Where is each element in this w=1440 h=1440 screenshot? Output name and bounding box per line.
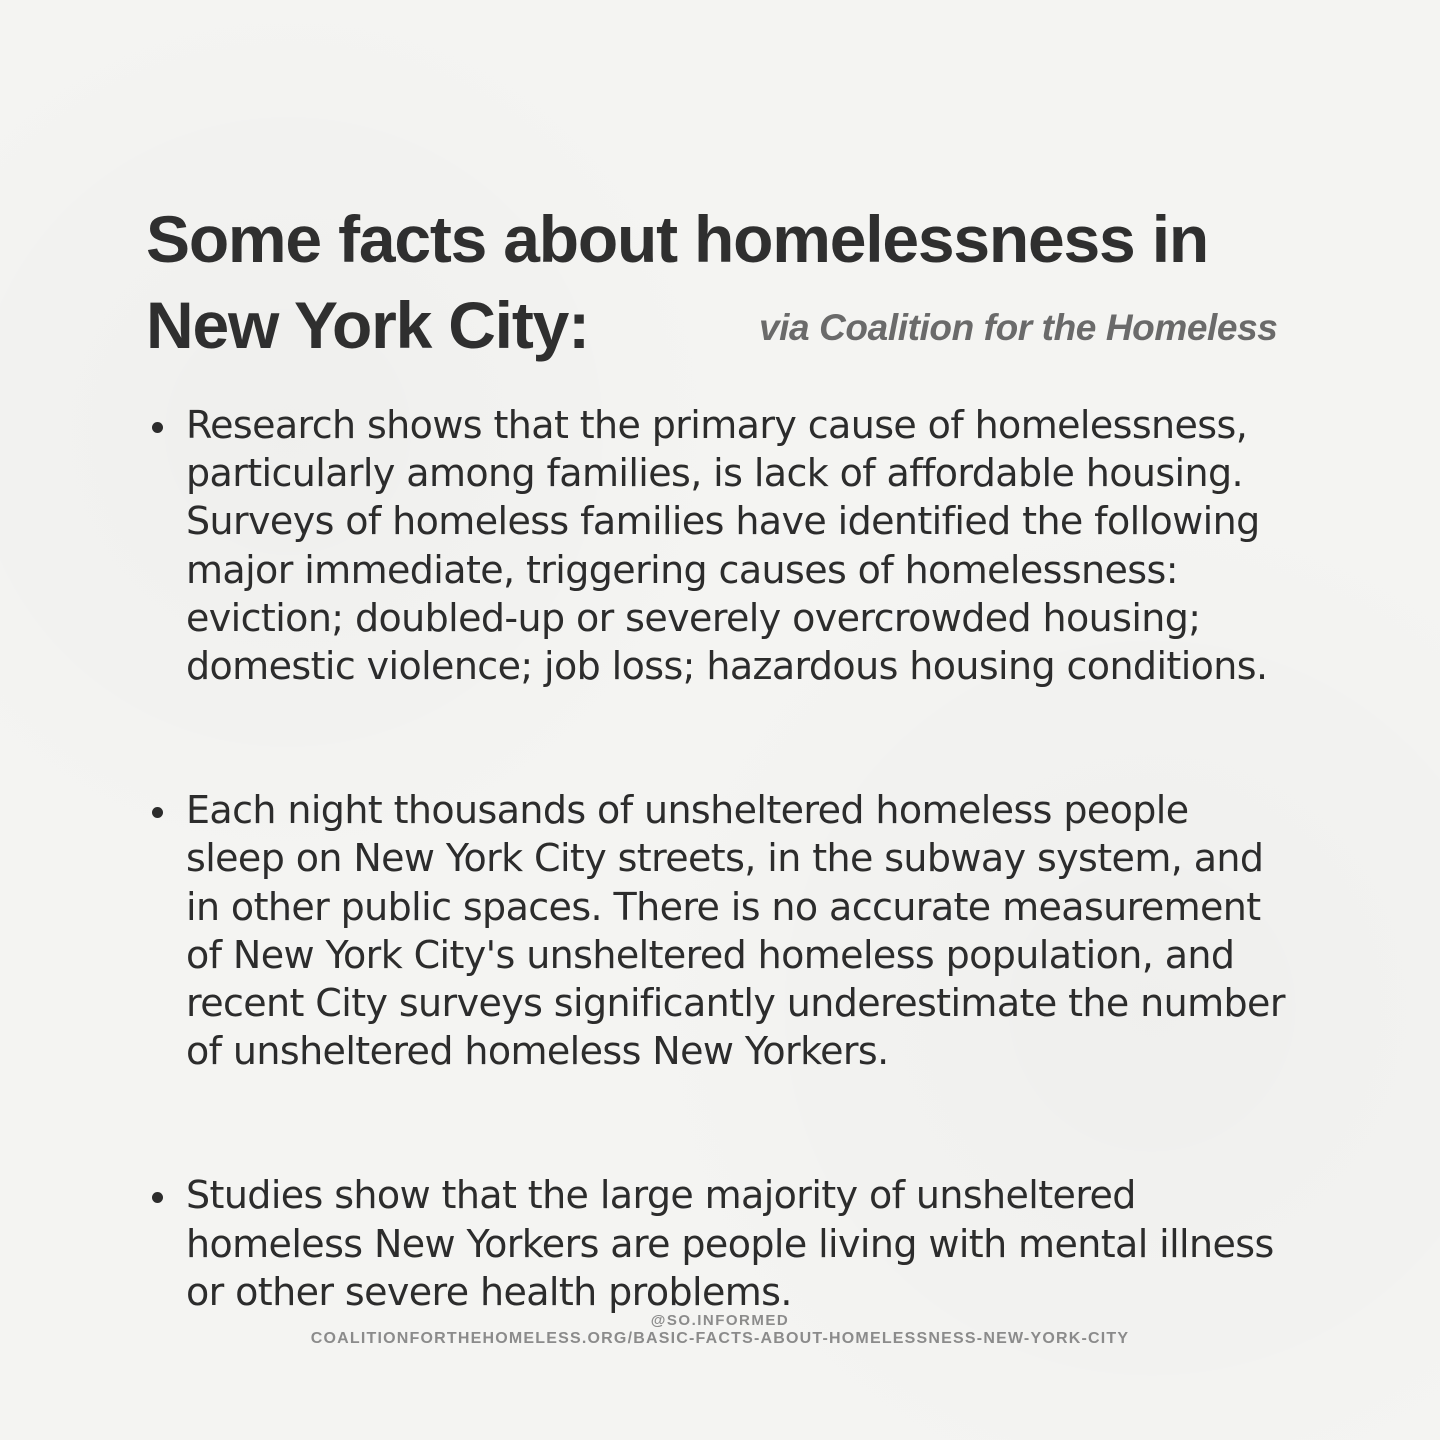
fact-item-1: Research shows that the primary cause of… (152, 401, 1346, 690)
source-url: COALITIONFORTHEHOMELESS.ORG/BASIC-FACTS-… (310, 1330, 1130, 1347)
source-credit: via Coalition for the Homeless (759, 307, 1278, 348)
page-title: Some facts about homelessness in New Yor… (146, 196, 1296, 368)
facts-list: Research shows that the primary cause of… (152, 401, 1346, 1412)
fact-1-line-1: Research shows that the primary cause of… (186, 403, 1248, 447)
fact-3-line-1: Studies show that the large majority of … (186, 1173, 1136, 1218)
title-line-1: Some facts about homelessness in (146, 202, 1209, 276)
fact-2-line-1: Each night thousands of unsheltered home… (186, 788, 1189, 833)
fact-2-line-2: sleep on New York City streets, in the s… (186, 836, 1264, 881)
title-line-2: New York City: (146, 288, 590, 362)
footer-credit: @SO.INFORMED COALITIONFORTHEHOMELESS.ORG… (0, 1312, 1440, 1348)
fact-item-3: Studies show that the large majority of … (152, 1171, 1346, 1316)
fact-1-line-2: particularly among families, is lack of … (186, 451, 1244, 496)
fact-2-line-3: in other public spaces. There is no accu… (186, 884, 1261, 929)
fact-item-2: Each night thousands of unsheltered home… (152, 786, 1346, 1075)
fact-1-line-5: eviction; doubled-up or severely overcro… (186, 595, 1201, 640)
fact-1-line-6: domestic violence; job loss; hazardous h… (186, 644, 1268, 689)
fact-2-line-5: recent City surveys significantly undere… (186, 981, 1285, 1026)
social-handle: @SO.INFORMED (650, 1312, 790, 1329)
fact-1-line-3: Surveys of homeless families have identi… (186, 499, 1260, 544)
fact-3-line-3: or other severe health problems. (186, 1269, 792, 1314)
fact-2-line-6: of unsheltered homeless New Yorkers. (186, 1029, 889, 1074)
fact-3-line-2: homeless New Yorkers are people living w… (186, 1221, 1274, 1266)
fact-1-line-4: major immediate, triggering causes of ho… (186, 547, 1179, 592)
fact-2-line-4: of New York City's unsheltered homeless … (186, 932, 1235, 977)
